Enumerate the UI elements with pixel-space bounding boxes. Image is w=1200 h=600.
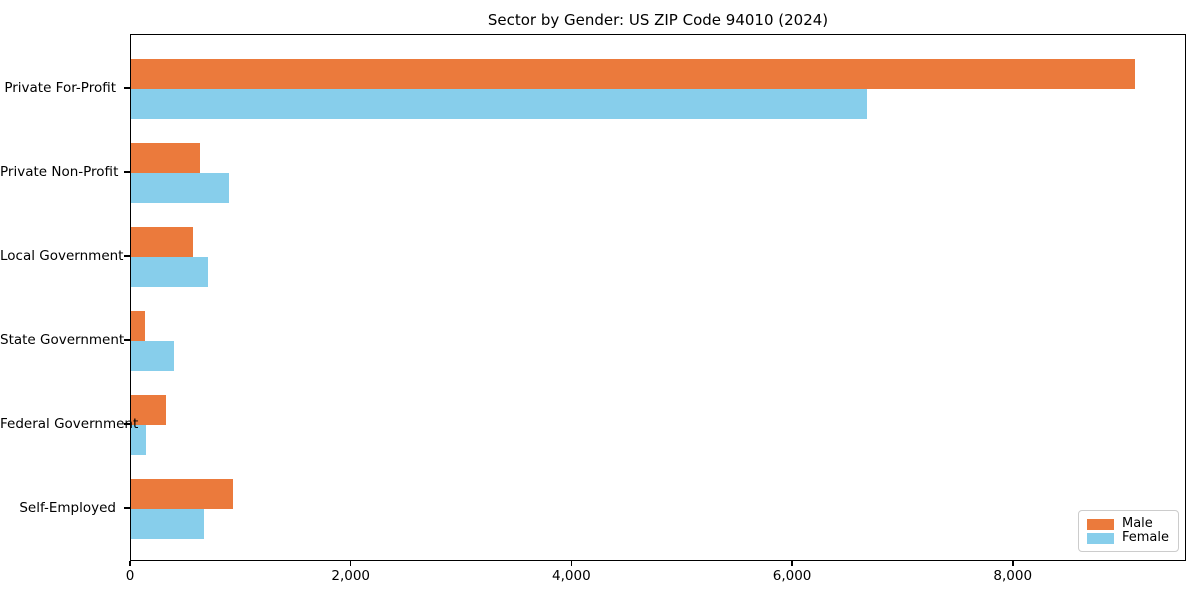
- legend: Male Female: [1077, 510, 1179, 552]
- y-axis-label: Federal Government: [0, 416, 139, 432]
- plot-area: Male Female: [130, 34, 1186, 561]
- y-axis-tick: [124, 87, 130, 89]
- legend-item-female: Female: [1086, 530, 1169, 545]
- y-axis-label: Self-Employed: [19, 500, 116, 516]
- legend-rows: Male Female: [1086, 516, 1169, 545]
- y-axis-label: Private For-Profit: [4, 80, 116, 96]
- x-axis-tick: [1012, 561, 1014, 566]
- bar-female-4: [131, 425, 147, 455]
- bar-male-5: [131, 479, 233, 509]
- bar-female-2: [131, 257, 209, 287]
- bar-female-5: [131, 509, 204, 539]
- bar-male-1: [131, 143, 200, 173]
- bar-female-3: [131, 341, 174, 371]
- x-axis-label: 6,000: [772, 568, 812, 584]
- legend-swatch-female: [1086, 532, 1114, 544]
- legend-label: Male: [1121, 516, 1153, 531]
- legend-label: Female: [1121, 530, 1169, 545]
- legend-item-male: Male: [1086, 516, 1169, 531]
- y-axis-tick: [124, 423, 130, 425]
- x-axis-tick: [570, 561, 573, 566]
- y-axis-tick: [124, 507, 130, 509]
- bar-male-2: [131, 227, 193, 257]
- bar-female-1: [131, 173, 229, 203]
- x-axis-label: 2,000: [331, 568, 371, 584]
- x-axis-label: 8,000: [993, 568, 1033, 584]
- chart-title: Sector by Gender: US ZIP Code 94010 (202…: [487, 11, 829, 29]
- bar-male-4: [131, 395, 166, 425]
- x-axis-label: 0: [125, 568, 135, 584]
- y-axis-tick: [124, 171, 130, 173]
- y-axis-tick: [124, 339, 130, 341]
- y-axis-tick: [124, 255, 130, 257]
- bar-male-3: [131, 311, 145, 341]
- bar-female-0: [131, 89, 867, 119]
- y-axis-label: Private Non-Profit: [0, 164, 119, 180]
- x-axis-label: 4,000: [552, 568, 591, 584]
- bar-male-0: [131, 59, 1136, 89]
- x-axis-tick: [791, 561, 793, 566]
- y-axis-label: State Government: [0, 332, 125, 348]
- y-axis-label: Local Government: [0, 248, 124, 264]
- legend-swatch-male: [1086, 518, 1114, 530]
- x-axis-tick: [129, 561, 131, 566]
- x-axis-tick: [349, 561, 352, 566]
